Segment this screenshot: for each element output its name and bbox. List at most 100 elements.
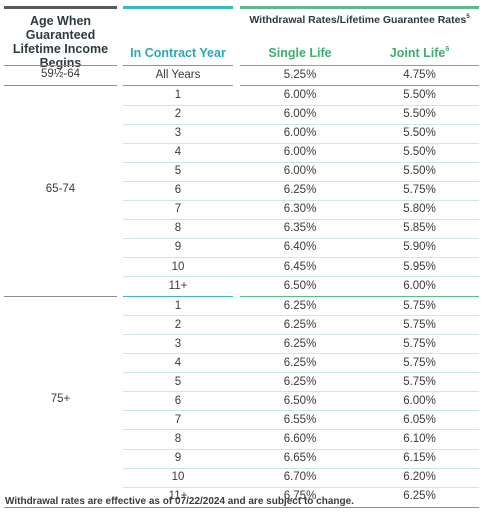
single-life-rate-cell: 6.50% bbox=[283, 394, 317, 407]
joint-life-rate-cell: 6.05% bbox=[403, 413, 436, 426]
joint-life-rate-cell: 6.20% bbox=[403, 471, 436, 484]
year-column-top-rule bbox=[123, 6, 233, 9]
row-divider bbox=[123, 467, 479, 469]
contract-year-cell: 11+ bbox=[168, 279, 188, 292]
single-life-rate-cell: 6.25% bbox=[283, 299, 317, 312]
joint-life-rate-cell: 5.50% bbox=[403, 146, 436, 159]
year-column-header: In Contract Year bbox=[130, 46, 226, 60]
row-divider bbox=[240, 295, 479, 297]
single-life-rate-cell: 6.00% bbox=[283, 108, 317, 121]
table-row: 1 6.00% 5.50% bbox=[123, 86, 479, 105]
rates-group-header: Withdrawal Rates/Lifetime Guarantee Rate… bbox=[249, 14, 470, 26]
table-row: 7 6.30% 5.80% bbox=[123, 200, 479, 219]
row-divider bbox=[123, 429, 479, 431]
table-row: All Years 5.25% 4.75% bbox=[123, 66, 479, 85]
contract-year-cell: 7 bbox=[174, 413, 182, 426]
table-row: 4 6.00% 5.50% bbox=[123, 143, 479, 162]
contract-year-cell: 1 bbox=[174, 89, 182, 102]
joint-life-rate-cell: 5.75% bbox=[403, 375, 436, 388]
single-life-rate-cell: 6.30% bbox=[283, 203, 317, 216]
contract-year-cell: 2 bbox=[174, 318, 182, 331]
row-divider bbox=[123, 448, 479, 450]
contract-year-cell: 2 bbox=[174, 108, 182, 121]
row-divider bbox=[123, 142, 479, 144]
single-life-rate-cell: 6.25% bbox=[283, 375, 317, 388]
table-row: 6 6.50% 6.00% bbox=[123, 392, 479, 411]
age-group-label: 59½-64 bbox=[40, 67, 80, 80]
single-life-rate-cell: 6.00% bbox=[283, 127, 317, 140]
contract-year-cell: 8 bbox=[174, 222, 182, 235]
joint-life-rate-cell: 5.80% bbox=[403, 203, 436, 216]
contract-year-cell: 1 bbox=[174, 299, 182, 312]
joint-life-rate-cell: 5.85% bbox=[403, 222, 436, 235]
row-divider bbox=[123, 161, 479, 163]
row-divider bbox=[123, 295, 233, 297]
single-life-rate-cell: 6.70% bbox=[283, 471, 317, 484]
joint-life-column-header: Joint Life6 bbox=[389, 46, 450, 60]
row-divider bbox=[123, 218, 479, 220]
age-group-label: 65-74 bbox=[45, 182, 76, 195]
contract-year-cell: 11+ bbox=[168, 490, 188, 503]
rates-footnote-ref: 5 bbox=[466, 14, 470, 20]
contract-year-cell: 4 bbox=[174, 356, 182, 369]
joint-life-rate-cell: 5.75% bbox=[403, 299, 436, 312]
joint-life-rate-cell: 6.00% bbox=[403, 394, 436, 407]
row-divider bbox=[123, 257, 479, 258]
table-row: 9 6.65% 6.15% bbox=[123, 449, 479, 468]
contract-year-cell: 3 bbox=[174, 127, 182, 140]
joint-life-rate-cell: 6.10% bbox=[403, 432, 436, 445]
single-life-rate-cell: 6.25% bbox=[283, 356, 317, 369]
row-divider bbox=[123, 315, 479, 317]
row-divider bbox=[123, 123, 479, 125]
table-row: 6 6.25% 5.75% bbox=[123, 181, 479, 200]
joint-life-rate-cell: 5.50% bbox=[403, 127, 436, 140]
table-row: 8 6.60% 6.10% bbox=[123, 430, 479, 449]
joint-life-rate-cell: 5.90% bbox=[403, 241, 436, 254]
joint-life-rate-cell: 5.50% bbox=[403, 165, 436, 178]
contract-year-cell: 10 bbox=[171, 260, 185, 273]
joint-life-rate-cell: 4.75% bbox=[403, 69, 436, 81]
contract-year-cell: All Years bbox=[155, 69, 201, 81]
joint-life-rate-cell: 5.75% bbox=[403, 318, 436, 331]
table-row: 10 6.70% 6.20% bbox=[123, 468, 479, 487]
row-divider bbox=[4, 85, 117, 87]
contract-year-cell: 5 bbox=[174, 375, 182, 388]
row-divider bbox=[123, 180, 479, 182]
table-row: 8 6.35% 5.85% bbox=[123, 219, 479, 238]
row-divider bbox=[4, 507, 479, 509]
contract-year-cell: 3 bbox=[174, 337, 182, 350]
single-life-rate-cell: 6.25% bbox=[283, 318, 317, 331]
age-column-top-rule bbox=[4, 6, 117, 9]
contract-year-cell: 6 bbox=[174, 184, 182, 197]
joint-life-rate-cell: 6.25% bbox=[403, 490, 436, 503]
row-divider bbox=[240, 65, 479, 66]
rates-column-top-rule bbox=[240, 6, 479, 9]
single-life-rate-cell: 6.50% bbox=[283, 279, 317, 292]
row-divider bbox=[123, 372, 479, 374]
single-life-rate-cell: 6.25% bbox=[283, 184, 317, 197]
row-divider bbox=[123, 334, 479, 336]
single-life-rate-cell: 6.00% bbox=[283, 89, 317, 102]
contract-year-cell: 6 bbox=[174, 394, 182, 407]
row-divider bbox=[123, 199, 479, 201]
single-life-rate-cell: 6.40% bbox=[283, 241, 317, 254]
table-row: 5 6.25% 5.75% bbox=[123, 373, 479, 392]
row-divider bbox=[240, 85, 479, 87]
table-row: 3 6.25% 5.75% bbox=[123, 335, 479, 354]
contract-year-cell: 9 bbox=[174, 241, 182, 254]
table-row: 3 6.00% 5.50% bbox=[123, 124, 479, 143]
single-life-rate-cell: 6.55% bbox=[283, 413, 317, 426]
single-life-column-header: Single Life bbox=[268, 46, 332, 60]
joint-life-rate-cell: 5.95% bbox=[403, 260, 436, 273]
row-divider bbox=[123, 104, 479, 106]
contract-year-cell: 8 bbox=[174, 432, 182, 445]
single-life-rate-cell: 6.75% bbox=[283, 490, 317, 503]
row-divider bbox=[123, 353, 479, 355]
footnote: Withdrawal rates are effective as of 07/… bbox=[5, 496, 354, 507]
table-row: 11+ 6.75% 6.25% bbox=[123, 487, 479, 506]
single-life-rate-cell: 5.25% bbox=[283, 69, 317, 81]
contract-year-cell: 9 bbox=[174, 452, 182, 464]
joint-life-rate-cell: 6.15% bbox=[403, 452, 436, 464]
table-row: 5 6.00% 5.50% bbox=[123, 162, 479, 181]
joint-life-rate-cell: 5.75% bbox=[403, 184, 436, 197]
